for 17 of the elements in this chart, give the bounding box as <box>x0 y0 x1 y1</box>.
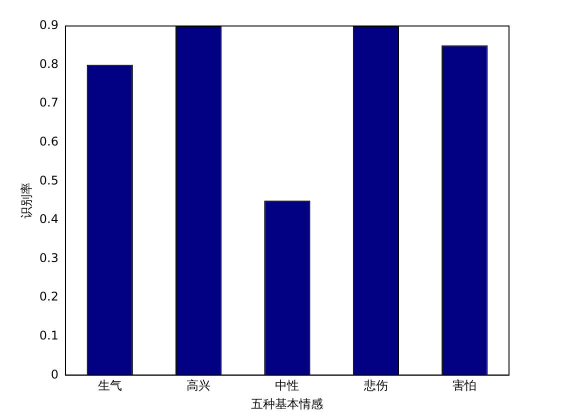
y-tick-label: 0.4 <box>39 212 58 226</box>
y-tick-label: 0.6 <box>39 134 58 149</box>
x-tick-label: 害怕 <box>452 378 477 393</box>
y-tick-label: 0.2 <box>39 290 58 304</box>
y-tick-label: 0.7 <box>39 96 58 110</box>
x-tick-label: 中性 <box>275 378 300 393</box>
y-tick-label: 0 <box>50 367 58 382</box>
y-tick-label: 0.1 <box>39 328 58 343</box>
y-tick-label: 0.5 <box>39 173 58 188</box>
y-axis-title: 识别率 <box>19 182 34 219</box>
y-tick-label: 0.3 <box>39 250 58 265</box>
y-tick-label: 0.8 <box>39 56 58 71</box>
x-tick-label: 生气 <box>98 378 122 393</box>
x-tick-label: 悲伤 <box>362 378 388 393</box>
x-tick-label: 高兴 <box>186 378 211 393</box>
x-axis-title: 五种基本情感 <box>251 396 324 411</box>
y-tick-label: 0.9 <box>39 18 58 32</box>
